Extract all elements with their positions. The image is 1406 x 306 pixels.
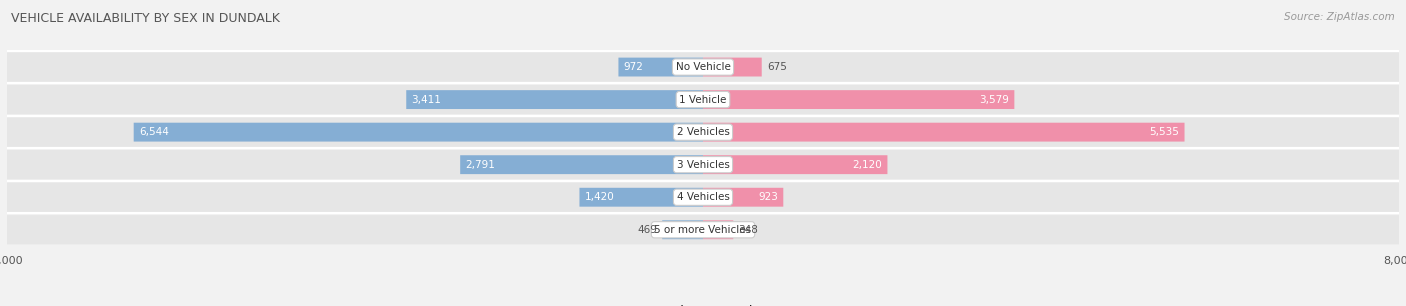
Text: 2,120: 2,120 [852, 160, 882, 170]
Text: 1,420: 1,420 [585, 192, 614, 202]
Legend: Male, Female: Male, Female [641, 300, 765, 306]
Text: 675: 675 [766, 62, 787, 72]
Text: VEHICLE AVAILABILITY BY SEX IN DUNDALK: VEHICLE AVAILABILITY BY SEX IN DUNDALK [11, 12, 280, 25]
FancyBboxPatch shape [7, 183, 1399, 212]
FancyBboxPatch shape [7, 215, 1399, 244]
FancyBboxPatch shape [619, 58, 703, 76]
Text: 5 or more Vehicles: 5 or more Vehicles [654, 225, 752, 235]
Text: 972: 972 [624, 62, 644, 72]
Text: 6,544: 6,544 [139, 127, 169, 137]
FancyBboxPatch shape [7, 118, 1399, 147]
Text: 923: 923 [758, 192, 778, 202]
Text: 3 Vehicles: 3 Vehicles [676, 160, 730, 170]
Text: 2 Vehicles: 2 Vehicles [676, 127, 730, 137]
Text: No Vehicle: No Vehicle [675, 62, 731, 72]
FancyBboxPatch shape [134, 123, 703, 142]
Text: 3,579: 3,579 [979, 95, 1010, 105]
Text: 1 Vehicle: 1 Vehicle [679, 95, 727, 105]
FancyBboxPatch shape [7, 150, 1399, 179]
Text: 469: 469 [637, 225, 657, 235]
FancyBboxPatch shape [662, 220, 703, 239]
Text: 4 Vehicles: 4 Vehicles [676, 192, 730, 202]
Text: 5,535: 5,535 [1150, 127, 1180, 137]
FancyBboxPatch shape [703, 58, 762, 76]
FancyBboxPatch shape [703, 220, 734, 239]
FancyBboxPatch shape [579, 188, 703, 207]
FancyBboxPatch shape [703, 188, 783, 207]
FancyBboxPatch shape [7, 85, 1399, 114]
Text: 2,791: 2,791 [465, 160, 495, 170]
FancyBboxPatch shape [703, 155, 887, 174]
FancyBboxPatch shape [406, 90, 703, 109]
FancyBboxPatch shape [703, 123, 1184, 142]
Text: 3,411: 3,411 [412, 95, 441, 105]
FancyBboxPatch shape [460, 155, 703, 174]
Text: Source: ZipAtlas.com: Source: ZipAtlas.com [1284, 12, 1395, 22]
FancyBboxPatch shape [7, 52, 1399, 82]
FancyBboxPatch shape [703, 90, 1014, 109]
Text: 348: 348 [738, 225, 758, 235]
